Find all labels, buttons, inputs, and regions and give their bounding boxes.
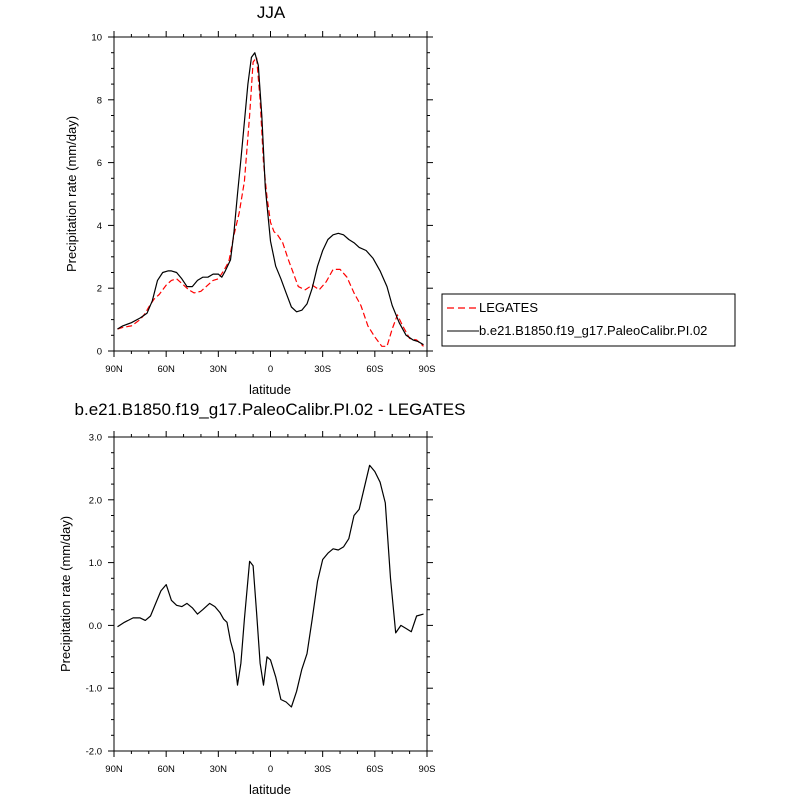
top-x-tick-label: 90S (419, 364, 436, 375)
legend: LEGATES b.e21.B1850.f19_g17.PaleoCalibr.… (441, 293, 736, 347)
top-series-line-0 (117, 56, 424, 347)
top-plot-frame (113, 36, 428, 352)
bottom-x-tick-label: 60N (157, 764, 175, 775)
top-x-tick-label: 30S (314, 364, 331, 375)
top-y-tick-label: 2 (97, 284, 102, 295)
bottom-y-axis-label: Precipitation rate (mm/day) (58, 516, 73, 672)
bottom-x-tick-label: 60S (366, 764, 383, 775)
bottom-y-tick-label: 2.0 (89, 495, 102, 506)
bottom-y-tick-label: 0.0 (89, 621, 102, 632)
bottom-x-tick-label: 30N (210, 764, 228, 775)
legend-label-model: b.e21.B1850.f19_g17.PaleoCalibr.PI.02 (479, 323, 707, 338)
bottom-x-tick-label: 30S (314, 764, 331, 775)
legend-box (441, 293, 736, 347)
top-y-tick-label: 4 (97, 221, 102, 232)
bottom-chart: b.e21.B1850.f19_g17.PaleoCalibr.PI.02 - … (58, 400, 465, 797)
top-y-tick-label: 8 (97, 95, 102, 106)
top-x-tick-label: 30N (210, 364, 228, 375)
bottom-series-lines (117, 464, 424, 708)
bottom-y-tick-label: 3.0 (89, 433, 102, 444)
top-y-tick-label: 10 (91, 33, 102, 44)
top-y-tick-label: 6 (97, 158, 102, 169)
bottom-x-tick-label: 90S (419, 764, 436, 775)
top-series-line-1 (117, 52, 424, 346)
bottom-y-tick-label: -1.0 (86, 684, 102, 695)
top-x-axis-label: latitude (249, 382, 291, 397)
top-x-tick-label: 60N (157, 364, 175, 375)
top-y-axis-label: Precipitation rate (mm/day) (64, 116, 79, 272)
top-series-lines (117, 52, 424, 347)
top-x-tick-label: 90N (105, 364, 123, 375)
top-x-tick-label: 60S (366, 364, 383, 375)
top-ticks: 90N 60N 30N 0 30S 60S 90S 0 2 4 6 8 10 (91, 31, 435, 375)
bottom-x-tick-label: 90N (105, 764, 123, 775)
bottom-x-tick-label: 0 (268, 764, 273, 775)
top-x-tick-label: 0 (268, 364, 273, 375)
bottom-chart-title: b.e21.B1850.f19_g17.PaleoCalibr.PI.02 - … (75, 400, 466, 419)
bottom-y-tick-label: 1.0 (89, 558, 102, 569)
bottom-series-line-0 (117, 464, 424, 708)
legend-label-legates: LEGATES (479, 300, 538, 315)
bottom-x-axis-label: latitude (249, 782, 291, 797)
top-y-tick-label: 0 (97, 347, 102, 358)
bottom-ticks: 90N 60N 30N 0 30S 60S 90S -2.0 -1.0 0.0 1.0 2.0 3.0 (86, 431, 436, 775)
top-chart-title: JJA (257, 3, 286, 22)
bottom-y-tick-label: -2.0 (86, 747, 102, 758)
